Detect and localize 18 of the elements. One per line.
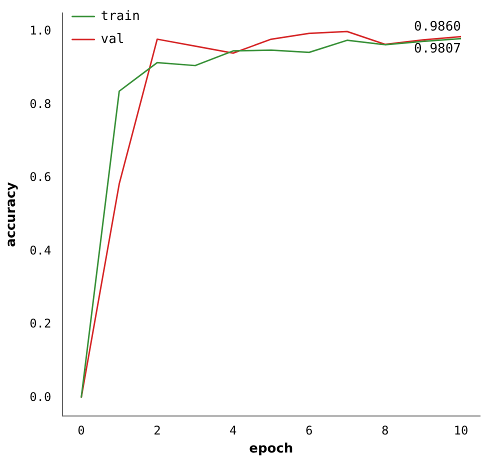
y-tick-label: 0.4 <box>30 243 52 258</box>
y-tick-label: 1.0 <box>30 24 52 38</box>
y-tick-label: 0.8 <box>30 96 52 111</box>
x-tick-label: 10 <box>454 423 468 438</box>
x-tick-label: 6 <box>305 423 313 438</box>
legend-label: val <box>100 32 124 47</box>
legend-label: train <box>100 8 140 24</box>
x-tick-label: 4 <box>230 423 237 438</box>
x-axis-title: epoch <box>249 442 294 457</box>
x-tick-label: 0 <box>78 423 85 438</box>
x-tick-label: 2 <box>154 423 161 438</box>
y-axis-title: accuracy <box>4 182 20 248</box>
annotation: 0.9860 <box>414 20 462 35</box>
y-tick-label: 0.0 <box>30 390 52 404</box>
y-tick-label: 0.2 <box>30 316 52 331</box>
y-tick-label: 0.6 <box>30 170 52 184</box>
annotation: 0.9807 <box>414 41 462 56</box>
x-tick-label: 8 <box>381 423 389 438</box>
